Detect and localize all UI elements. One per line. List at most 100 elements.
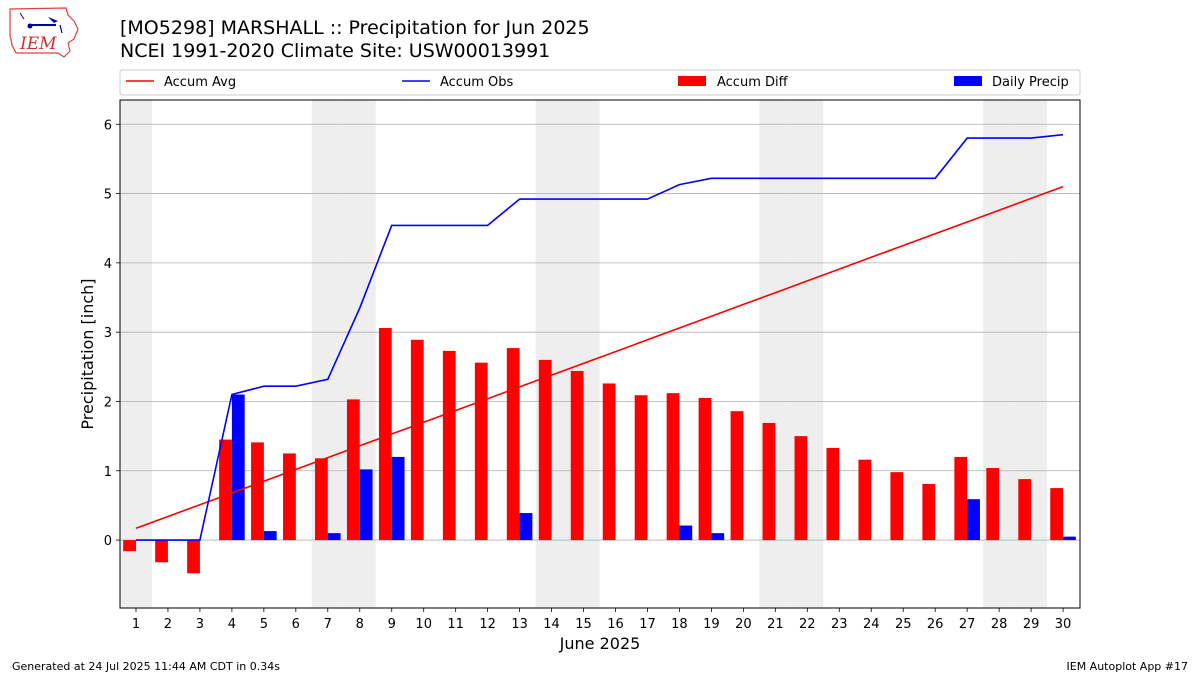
accum-diff-bar	[794, 436, 808, 541]
accum-diff-bar	[155, 540, 168, 563]
accum-diff-bar	[826, 447, 840, 541]
accum-diff-bar	[315, 458, 328, 541]
accum-diff-bar	[762, 422, 776, 541]
x-tick-label: 12	[479, 617, 496, 632]
accum-diff-bar	[1018, 479, 1032, 541]
x-tick-label: 8	[356, 617, 364, 632]
x-tick-label: 7	[324, 617, 332, 632]
accum-diff-bar	[698, 398, 712, 541]
x-tick-label: 18	[671, 617, 688, 632]
x-tick-label: 19	[703, 617, 720, 632]
daily-precip-bar	[711, 533, 725, 541]
x-tick-label: 17	[639, 617, 656, 632]
accum-diff-bar	[283, 453, 296, 541]
accum-diff-bar	[954, 456, 968, 541]
daily-precip-bar	[519, 513, 533, 541]
x-tick-label: 28	[991, 617, 1008, 632]
accum-diff-bar	[506, 348, 520, 541]
accum-diff-bar	[474, 362, 488, 541]
x-tick-label: 13	[511, 617, 528, 632]
plot-frame	[119, 99, 1081, 609]
accum-diff-bar	[346, 399, 360, 541]
legend-label-accum-obs: Accum Obs	[440, 75, 513, 90]
accum-diff-bar	[570, 370, 584, 541]
x-tick-label: 9	[388, 617, 396, 632]
chart-subtitle: NCEI 1991-2020 Climate Site: USW00013991	[120, 40, 551, 62]
accum-diff-bar	[858, 459, 872, 541]
x-tick-label: 24	[863, 617, 880, 632]
y-tick-label: 6	[104, 118, 112, 133]
y-tick-label: 2	[104, 395, 112, 410]
accum-diff-bar	[666, 393, 680, 541]
x-tick-label: 6	[292, 617, 300, 632]
accum-diff-bar	[1050, 488, 1064, 541]
accum-diff-bar	[251, 442, 264, 541]
y-axis-label: Precipitation [inch]	[78, 278, 97, 429]
daily-precip-bar	[391, 456, 405, 541]
y-tick-label: 3	[104, 326, 112, 341]
accum-diff-bar	[123, 540, 136, 552]
x-tick-label: 22	[799, 617, 816, 632]
x-tick-label: 21	[767, 617, 784, 632]
weekend-bands	[120, 100, 1048, 608]
series-lines	[135, 133, 1064, 541]
legend-swatch-accum-diff	[678, 76, 706, 86]
accum-diff-bar	[187, 540, 200, 574]
x-tick-label: 20	[735, 617, 752, 632]
x-tick-label: 15	[575, 617, 592, 632]
accum-diff-bar	[378, 328, 392, 541]
legend-label-accum-diff: Accum Diff	[717, 75, 789, 90]
legend-frame	[119, 69, 1081, 96]
accum-diff-bar	[730, 411, 744, 541]
x-tick-label: 5	[260, 617, 268, 632]
daily-precip-bar	[967, 499, 980, 541]
accum-diff-bar	[538, 359, 552, 541]
accum-avg-line	[135, 185, 1064, 530]
x-axis: 1 2 3 4 5 6 7 8 9 10 11 12 13 14 15 16 17 18 19 20 21 22 23 24 2…	[132, 608, 1071, 632]
x-tick-label: 4	[228, 617, 236, 632]
footer-generated: Generated at 24 Jul 2025 11:44 AM CDT in…	[12, 660, 280, 673]
x-tick-label: 25	[895, 617, 912, 632]
daily-precip-bar	[231, 394, 245, 541]
daily-precip-bar	[327, 533, 341, 541]
x-tick-label: 23	[831, 617, 848, 632]
x-tick-label: 16	[607, 617, 624, 632]
weekend-band	[120, 100, 152, 608]
grid-lines	[120, 123, 1080, 541]
accum-diff-bar	[922, 483, 936, 541]
y-axis: 0 1 2 3 4 5 6	[104, 118, 120, 549]
accum-obs-line	[136, 133, 1064, 541]
y-tick-label: 0	[104, 534, 112, 549]
x-tick-label: 29	[1023, 617, 1040, 632]
x-tick-label: 3	[196, 617, 204, 632]
accum-diff-bar	[602, 383, 616, 541]
accum-diff-bar	[442, 350, 456, 541]
accum-diff-bar	[410, 339, 424, 541]
accum-diff-bar	[986, 468, 1000, 541]
svg-text:IEM: IEM	[19, 34, 57, 54]
iem-logo: IEM	[8, 5, 80, 59]
daily-precip-bar	[263, 531, 277, 541]
footer-app: IEM Autoplot App #17	[1066, 660, 1189, 673]
accum-diff-bars	[123, 328, 1064, 574]
x-tick-label: 2	[164, 617, 172, 632]
x-tick-label: 1	[132, 617, 140, 632]
x-tick-label: 26	[927, 617, 944, 632]
y-tick-label: 4	[104, 257, 112, 272]
x-tick-label: 27	[959, 617, 976, 632]
legend: Accum Avg Accum Obs Accum Diff Daily Pre…	[119, 69, 1081, 96]
y-tick-label: 5	[104, 188, 112, 203]
x-tick-label: 11	[447, 617, 464, 632]
x-tick-label: 30	[1055, 617, 1072, 632]
daily-precip-bar	[679, 525, 693, 541]
x-axis-label: June 2025	[559, 634, 641, 653]
x-tick-label: 14	[543, 617, 560, 632]
accum-diff-bar	[634, 395, 648, 541]
legend-label-accum-avg: Accum Avg	[164, 75, 236, 90]
chart-title: [MO5298] MARSHALL :: Precipitation for J…	[120, 17, 590, 39]
legend-label-daily-precip: Daily Precip	[992, 75, 1069, 90]
daily-precip-bar	[359, 469, 373, 541]
legend-swatch-daily-precip	[954, 76, 982, 86]
y-tick-label: 1	[104, 465, 112, 480]
